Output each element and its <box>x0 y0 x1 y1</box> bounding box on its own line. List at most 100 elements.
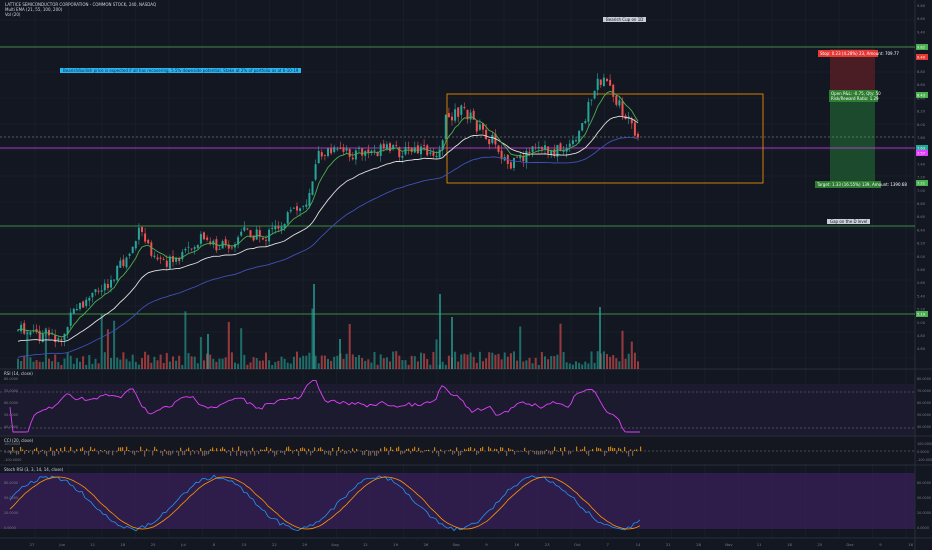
volume-bar <box>531 363 534 369</box>
note-label[interactable]: Bearish/bullish price is expected if all… <box>60 68 302 73</box>
cci-bar <box>50 447 52 451</box>
volume-bar <box>137 364 140 369</box>
volume-bar <box>116 357 119 369</box>
cci-bar <box>376 451 378 457</box>
volume-bar <box>159 354 162 369</box>
symbol-title[interactable]: LATTICE SEMICONDUCTOR CORPORATION - COMM… <box>5 2 157 7</box>
volume-bar <box>590 351 593 369</box>
cci-bar <box>270 448 272 451</box>
volume-bar <box>575 361 577 369</box>
stoch-d-line <box>9 476 641 530</box>
indicator-tick-label: 80.0000 <box>4 481 18 485</box>
stop-label[interactable]: Stop: 0.23 (4.28%) 23, Amount: 709.77 <box>818 50 899 57</box>
cci-bar <box>588 451 590 456</box>
candle-body <box>23 323 26 334</box>
candle-body <box>199 234 202 244</box>
indicator-tick-label: 40.0000 <box>917 425 931 429</box>
candle-body <box>41 334 44 342</box>
volume-bar <box>491 352 494 369</box>
indicator-tick-label: 70.0000 <box>917 389 931 393</box>
cci-bar <box>64 446 66 451</box>
price-axis[interactable]: 9.809.609.409.209.008.808.608.408.208.00… <box>916 4 928 351</box>
cci-bar <box>444 451 446 454</box>
volume-bar <box>252 357 255 369</box>
indicator-tick-label: 60.0000 <box>917 401 931 405</box>
volume-bar <box>336 355 339 369</box>
time-tick-label: Jul <box>180 542 186 547</box>
cci-bar <box>102 451 104 453</box>
candle-body <box>562 149 565 152</box>
cci-bar <box>402 451 404 454</box>
volume-bar <box>215 361 218 369</box>
candle-body <box>398 147 401 158</box>
cci-label[interactable]: CCI (20, close) <box>4 438 34 443</box>
candle-body <box>265 239 267 241</box>
volume-bar <box>311 308 314 369</box>
cci-bar <box>636 449 638 451</box>
volume-bar <box>268 360 271 369</box>
cci-bar <box>266 447 268 451</box>
volume-bar <box>181 364 184 369</box>
volume-bar <box>125 359 128 369</box>
cci-bar <box>168 451 170 456</box>
candle-body <box>187 246 190 248</box>
cci-bar <box>340 451 342 453</box>
cci-bar <box>198 451 200 455</box>
stoch-label[interactable]: Stoch RSI (3, 3, 14, 14, close) <box>4 467 64 472</box>
cci-bar <box>582 449 584 451</box>
price-badge <box>916 54 928 60</box>
candle-body <box>79 302 81 309</box>
cci-bar <box>450 449 452 451</box>
entry-label[interactable]: Open P&L: -0.75, Qty: 50 Risk/Reward Rat… <box>829 90 881 102</box>
cci-bar <box>44 451 46 454</box>
candle-body <box>447 113 450 118</box>
volume-bar <box>463 353 466 369</box>
candle-body <box>429 152 432 154</box>
candle-body <box>637 133 639 138</box>
volume-bar <box>150 362 153 369</box>
candle-body <box>144 233 147 242</box>
volume-bar <box>537 364 540 369</box>
cci-bar <box>238 446 240 451</box>
cci-bar <box>390 446 392 451</box>
candle-body <box>280 226 283 230</box>
volume-bar <box>472 356 475 369</box>
time-axis[interactable]: 27 Jun 11 18 25 Jul 8 15 22 29 Aug 12 19 26 Sep 9 16 23 Oc… <box>30 542 914 547</box>
gap-label[interactable]: Gap on the D level <box>827 219 871 224</box>
cci-bar <box>40 451 42 453</box>
rsi-label[interactable]: RSI (14, close) <box>4 371 33 376</box>
candle-body <box>137 227 140 240</box>
candle-body <box>88 297 91 301</box>
bearish-cup-label[interactable]: Bearish Cup on 1D <box>603 17 647 22</box>
candle-body <box>125 257 128 268</box>
volume-bar <box>358 355 360 369</box>
range-rectangle[interactable] <box>446 93 764 184</box>
volume-bar <box>407 364 410 369</box>
candle-body <box>243 227 246 231</box>
volume-bar <box>413 356 416 369</box>
ema-legend[interactable]: Multi EMA (21, 55, 100, 200) <box>5 7 63 12</box>
volume-bar <box>302 355 305 369</box>
cci-bar <box>296 449 298 451</box>
candle-body <box>559 143 562 151</box>
candle-body <box>227 244 230 249</box>
candle-body <box>286 212 289 224</box>
volume-bar <box>57 361 60 369</box>
candle-body <box>308 192 311 207</box>
volume-bar <box>624 358 627 369</box>
cci-bar <box>70 447 72 451</box>
volume-bar <box>72 363 75 369</box>
candle-body <box>540 147 543 150</box>
candle-body <box>128 253 131 256</box>
volume-bar <box>503 352 506 369</box>
time-tick-label: Jun <box>58 542 66 547</box>
target-label[interactable]: Target: 1.33 (16.55%) 139, Amount: 1390.… <box>815 181 907 188</box>
volume-bar <box>66 352 69 369</box>
target-zone[interactable] <box>830 95 875 183</box>
volume-bar <box>237 363 240 369</box>
candle-body <box>454 109 457 121</box>
cci-bar <box>562 451 564 456</box>
time-tick-label: 11 <box>757 542 762 547</box>
volume-legend[interactable]: Vol (20) <box>5 12 21 17</box>
